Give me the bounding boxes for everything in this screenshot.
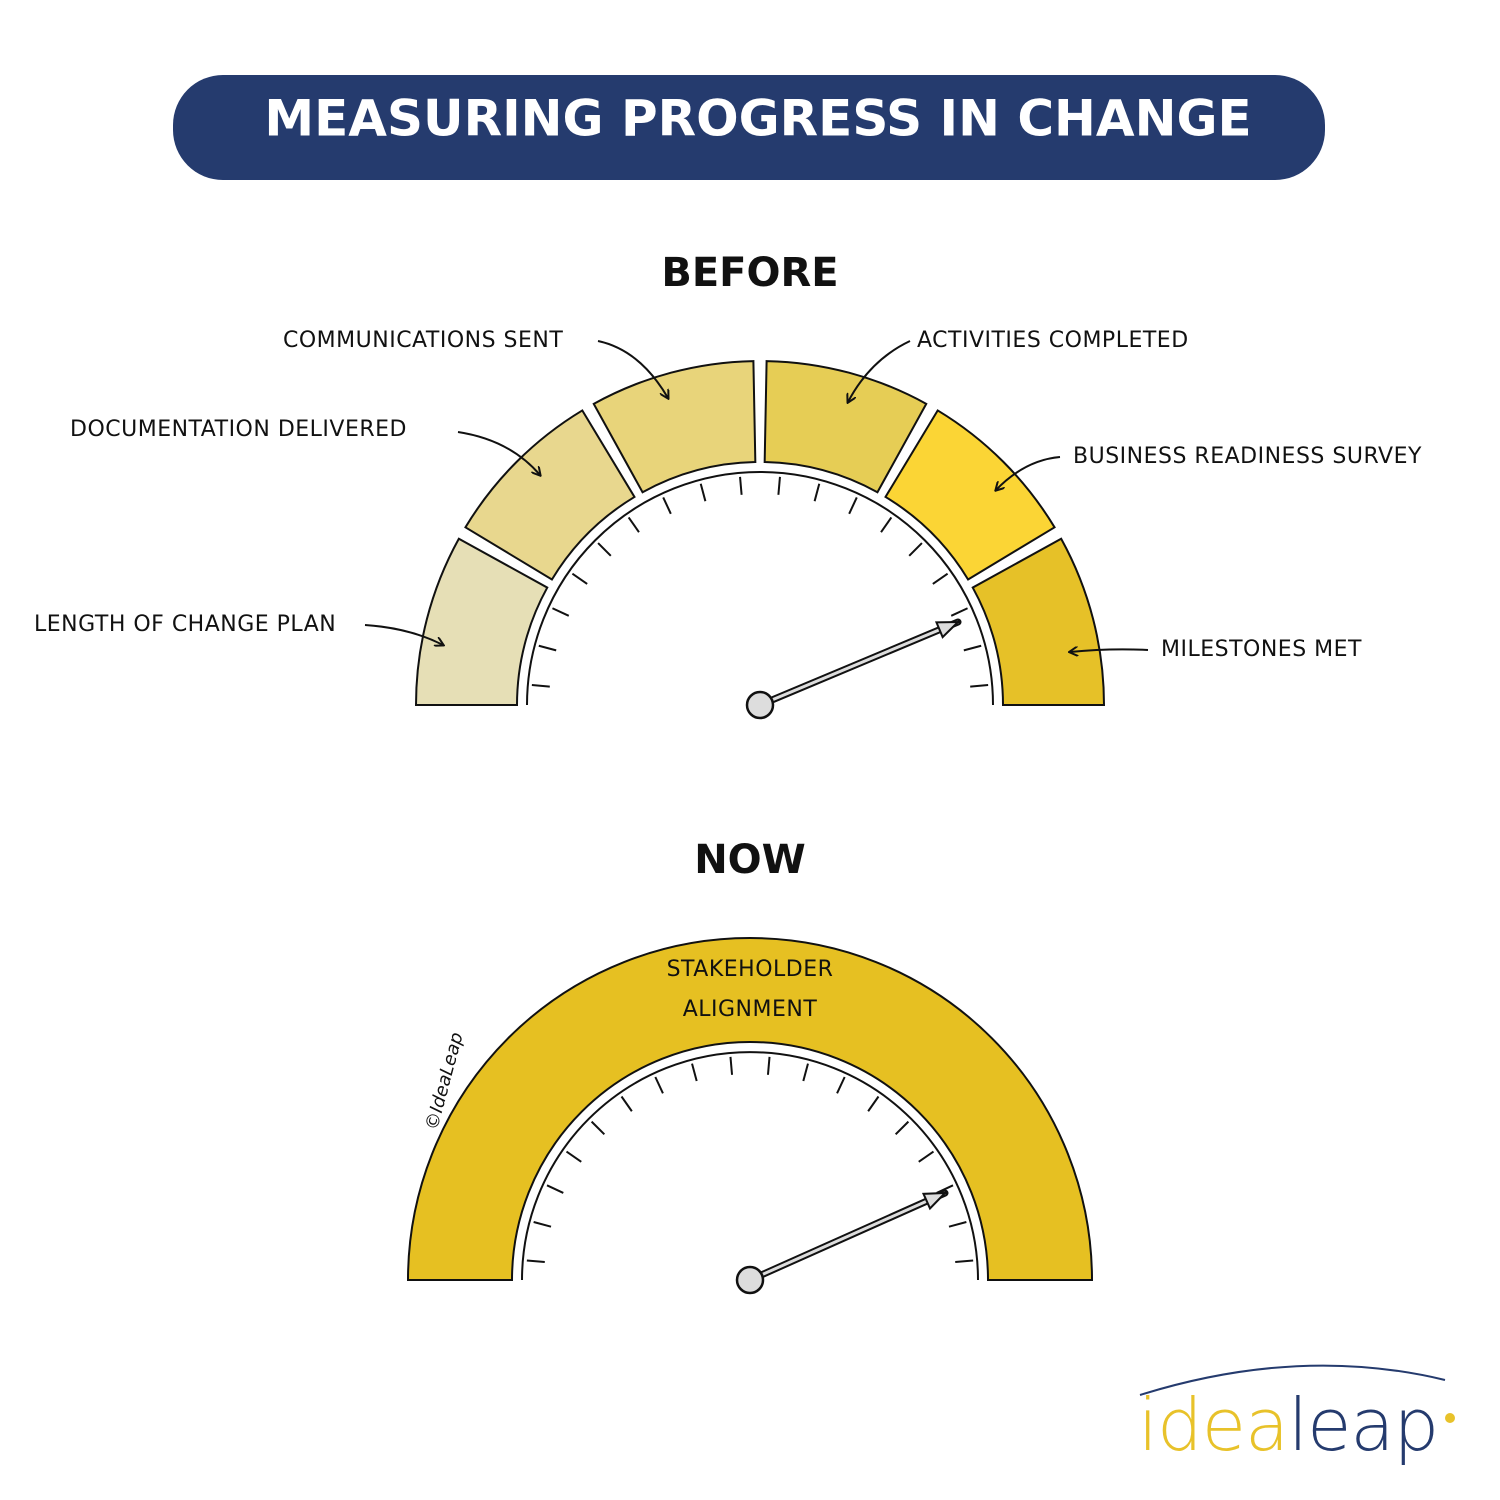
dial-tick (894, 1120, 910, 1136)
dial-tick (880, 516, 893, 533)
segment-label: LENGTH OF CHANGE PLAN (34, 612, 336, 637)
logo: idealeap (1138, 1383, 1438, 1467)
dial-arc (521, 1051, 979, 1281)
now-gauge (406, 937, 1094, 1295)
needle-hub (745, 690, 775, 720)
logo-dot (1445, 1413, 1455, 1423)
arrow (996, 456, 1061, 490)
needle (759, 620, 959, 707)
title: MEASURING PROGRESS IN CHANGE (264, 90, 1251, 148)
dial-tick (620, 1095, 633, 1112)
dial-tick (777, 476, 781, 495)
dial-tick (654, 1076, 664, 1094)
gauge-segment (971, 537, 1106, 706)
logo-part: idea (1138, 1383, 1288, 1467)
arrow (364, 624, 443, 645)
before-label: BEFORE (661, 250, 838, 296)
title-banner (173, 75, 1325, 180)
dial-tick (918, 1150, 935, 1163)
dial-tick (565, 1150, 582, 1163)
dial-tick (813, 483, 821, 502)
dial-tick (970, 684, 989, 688)
dial-tick (867, 1095, 880, 1112)
dial-tick (948, 1221, 967, 1228)
segment-label: ALIGNMENT (683, 997, 818, 1022)
dial-tick (691, 1063, 698, 1082)
needle-hub (735, 1265, 765, 1295)
dial-tick (739, 476, 743, 495)
segment-label: MILESTONES MET (1161, 637, 1362, 662)
arrow (1070, 649, 1149, 652)
dial-tick (699, 483, 707, 502)
dial-tick (729, 1056, 734, 1075)
gauge-segment (464, 409, 636, 581)
dial-tick (802, 1063, 809, 1082)
dial-tick (848, 497, 858, 515)
dial-tick (546, 1184, 564, 1194)
dial-tick (526, 1259, 545, 1264)
dial-tick (955, 1259, 974, 1264)
gauge-segment (884, 409, 1056, 581)
needle (749, 1191, 946, 1282)
arrow (848, 340, 911, 402)
dial-tick (571, 572, 588, 585)
segment-label: BUSINESS READINESS SURVEY (1073, 444, 1422, 469)
logo-part: leap (1288, 1383, 1438, 1467)
dial-tick (552, 607, 570, 617)
now-label: NOW (694, 837, 806, 883)
dial-tick (908, 542, 923, 557)
segment-label: DOCUMENTATION DELIVERED (70, 417, 407, 442)
dial-tick (627, 516, 640, 533)
dial-tick (662, 497, 672, 515)
segment-label: STAKEHOLDER (667, 957, 834, 982)
gauge-segment (414, 537, 549, 706)
gauge-segment (592, 360, 757, 494)
needle-head (934, 620, 961, 639)
before-gauge (414, 360, 1106, 720)
dial-tick (932, 572, 949, 585)
dial-tick (590, 1120, 606, 1136)
dial-tick (538, 644, 557, 652)
arrow (457, 431, 540, 475)
segment-label: ACTIVITIES COMPLETED (917, 328, 1189, 353)
dial-tick (963, 644, 982, 652)
gauge-segment (406, 937, 1094, 1281)
dial-tick (766, 1056, 771, 1075)
gauge-segment (763, 360, 928, 494)
dial-tick (836, 1076, 846, 1094)
dial-tick (597, 542, 612, 557)
dial-tick (533, 1221, 552, 1228)
logo-arc (1139, 1364, 1446, 1396)
dial-arc (526, 471, 994, 706)
dial-tick (950, 607, 968, 617)
dial-tick (531, 684, 550, 688)
segment-label: COMMUNICATIONS SENT (283, 328, 563, 353)
needle-head (921, 1191, 948, 1211)
arrow (597, 340, 668, 398)
